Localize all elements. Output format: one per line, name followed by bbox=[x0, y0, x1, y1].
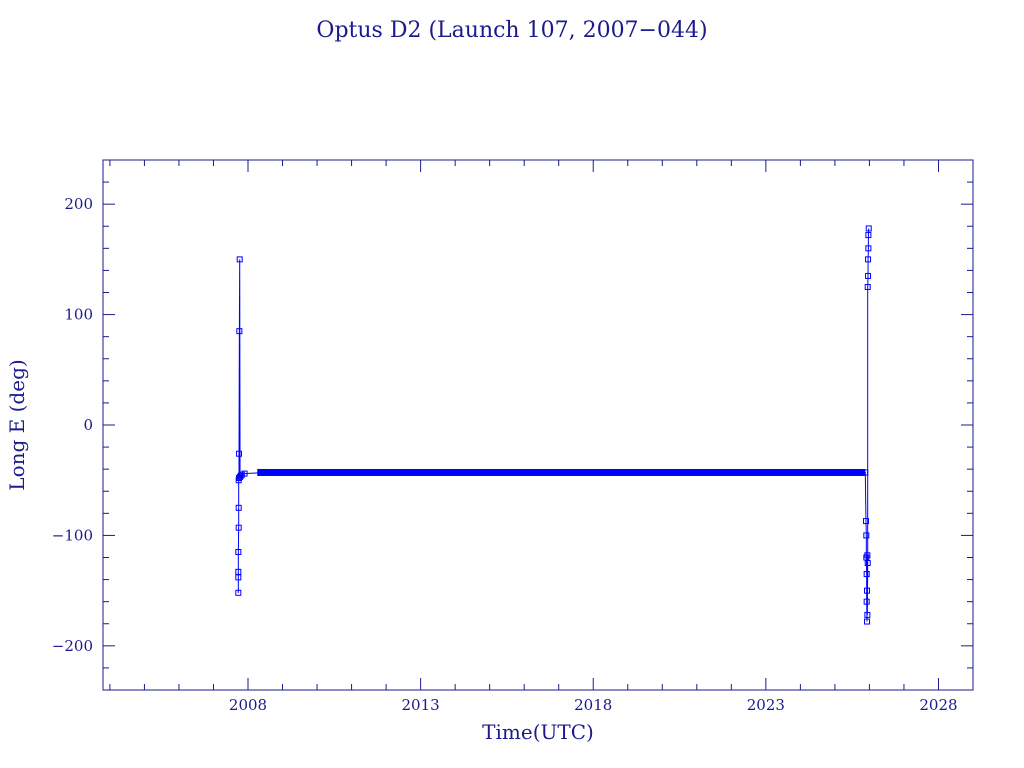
y-axis-label: Long E (deg) bbox=[5, 359, 29, 490]
series-point bbox=[863, 571, 870, 578]
series-point bbox=[236, 328, 243, 335]
axis-ticks bbox=[103, 160, 974, 690]
series-marker-band bbox=[257, 468, 866, 476]
series-point bbox=[865, 232, 872, 239]
series-point bbox=[865, 272, 872, 279]
series-point bbox=[235, 548, 242, 555]
series-point bbox=[864, 618, 871, 625]
series-point bbox=[236, 256, 243, 263]
x-axis-label: Time(UTC) bbox=[482, 720, 594, 744]
series-point bbox=[235, 504, 242, 511]
x-tick-label: 2008 bbox=[229, 696, 267, 714]
series-point bbox=[235, 524, 242, 531]
series-line bbox=[237, 228, 870, 622]
series-point bbox=[864, 560, 871, 567]
x-tick-label: 2023 bbox=[747, 696, 785, 714]
series-point bbox=[241, 470, 248, 477]
series-point bbox=[864, 587, 871, 594]
axis-tick-labels: 2008 2013 2018 2023 2028 −200 −100 0 100 200 bbox=[52, 195, 958, 714]
y-tick-label: −100 bbox=[52, 526, 93, 544]
plot-frame bbox=[102, 159, 974, 691]
series-point bbox=[865, 225, 872, 232]
y-tick-label: −200 bbox=[52, 637, 93, 655]
series-point bbox=[863, 532, 870, 539]
series-point bbox=[864, 611, 871, 618]
x-tick-label: 2028 bbox=[919, 696, 957, 714]
series-point bbox=[864, 552, 871, 559]
y-tick-label: 100 bbox=[64, 306, 93, 324]
series-point bbox=[862, 518, 869, 525]
y-tick-label: 200 bbox=[64, 195, 93, 213]
y-tick-label: 0 bbox=[83, 416, 93, 434]
series-point bbox=[865, 256, 872, 263]
x-tick-label: 2018 bbox=[574, 696, 612, 714]
series-point bbox=[235, 568, 242, 575]
series-point bbox=[865, 245, 872, 252]
series-point bbox=[236, 450, 243, 457]
series-point bbox=[862, 469, 869, 476]
series-layer bbox=[235, 225, 872, 625]
x-tick-label: 2013 bbox=[402, 696, 440, 714]
series-point bbox=[863, 598, 870, 605]
series-point bbox=[864, 283, 871, 290]
chart-title: Optus D2 (Launch 107, 2007−044) bbox=[316, 18, 707, 43]
series-point bbox=[235, 589, 242, 596]
series-point bbox=[235, 574, 242, 581]
